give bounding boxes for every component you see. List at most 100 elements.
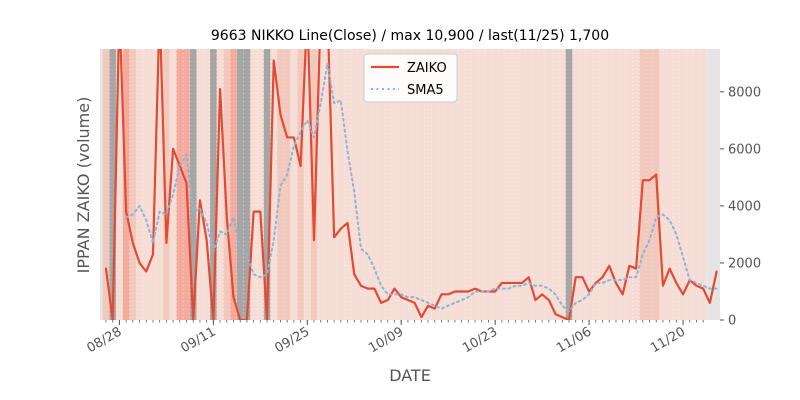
background-band [498, 49, 506, 320]
background-band [129, 49, 137, 320]
background-band [404, 49, 412, 320]
background-band [196, 49, 204, 320]
background-band [371, 49, 379, 320]
background-band [632, 49, 640, 320]
background-band [176, 49, 184, 320]
background-band [464, 49, 473, 320]
background-band [156, 49, 164, 320]
background-band [626, 49, 634, 320]
background-band [297, 49, 305, 320]
gray-band [263, 49, 271, 320]
background-band [411, 49, 419, 320]
background-band [290, 49, 298, 320]
background-band [418, 49, 426, 320]
legend: ZAIKO SMA5 [363, 53, 458, 103]
background-band [646, 49, 654, 320]
x-tick-label: 09/11 [178, 324, 218, 356]
background-band [391, 49, 399, 320]
background-band [585, 49, 593, 320]
background-band [283, 49, 291, 320]
background-band [679, 49, 687, 320]
background-band [485, 49, 493, 320]
x-tick-label: 09/25 [272, 324, 312, 356]
background-band [169, 49, 177, 320]
background-band [223, 49, 231, 320]
background-band [303, 49, 312, 320]
gray-band [109, 49, 117, 320]
background-band [699, 49, 707, 320]
background-band [511, 49, 520, 320]
background-band [102, 49, 110, 320]
x-tick-label: 10/09 [366, 324, 406, 356]
background-band [599, 49, 607, 320]
background-band [337, 49, 345, 320]
background-band [471, 49, 479, 320]
gray-band [243, 49, 251, 320]
background-band [659, 49, 667, 320]
background-band [330, 49, 338, 320]
x-tick-label: 11/06 [554, 324, 594, 356]
x-axis: 08/28 09/11 09/25 10/09 10/23 11/06 11/20 [84, 320, 704, 356]
background-band [397, 49, 405, 320]
background-band [136, 49, 144, 320]
background-band [142, 49, 151, 320]
series-line-sma5 [125, 62, 718, 313]
y-tick-label: 0 [728, 314, 736, 329]
background-band [538, 49, 546, 320]
background-band [458, 49, 466, 320]
background-band [310, 49, 318, 320]
background-band [491, 49, 499, 320]
background-band [592, 49, 600, 320]
background-band [605, 49, 613, 320]
legend-label-sma5: SMA5 [407, 83, 444, 98]
background-band [579, 49, 587, 320]
gray-band [189, 49, 197, 320]
y-axis: 0 2000 4000 6000 8000 [720, 85, 761, 329]
background-band [525, 49, 533, 320]
background-band [163, 49, 171, 320]
background-band [552, 49, 560, 320]
background-band [451, 49, 459, 320]
background-band [619, 49, 627, 320]
background-band [377, 49, 385, 320]
x-axis-label: DATE [389, 366, 431, 385]
background-band [324, 49, 332, 320]
background-band [532, 49, 540, 320]
background-band [216, 49, 224, 320]
background-band [203, 49, 211, 320]
background-band [317, 49, 325, 320]
background-band [673, 49, 681, 320]
background-band [364, 49, 372, 320]
y-tick-label: 2000 [728, 256, 761, 271]
background-band [149, 49, 157, 320]
series-layer [104, 49, 718, 320]
background-band [431, 49, 439, 320]
background-band [270, 49, 278, 320]
y-axis-label: IPPAN ZAIKO (volume) [74, 97, 93, 274]
background-band [116, 49, 124, 320]
y-tick-label: 8000 [728, 85, 761, 100]
background-band [350, 49, 359, 320]
background-band [686, 49, 694, 320]
background-band [230, 49, 238, 320]
background-band [438, 49, 446, 320]
background-band [693, 49, 701, 320]
background-band [572, 49, 580, 320]
background-band [344, 49, 352, 320]
x-tick-label: 11/20 [648, 324, 688, 356]
background-band [357, 49, 365, 320]
background-band [384, 49, 392, 320]
x-tick-label: 08/28 [84, 324, 124, 356]
legend-label-zaiko: ZAIKO [407, 61, 447, 76]
x-tick-label: 10/23 [460, 324, 500, 356]
gray-band [565, 49, 573, 320]
background-band [612, 49, 620, 320]
background-bands [102, 49, 707, 320]
background-band [256, 49, 265, 320]
background-band [478, 49, 486, 320]
background-band [250, 49, 258, 320]
gray-band [236, 49, 244, 320]
chart-title: 9663 NIKKO Line(Close) / max 10,900 / la… [211, 28, 609, 44]
y-tick-label: 4000 [728, 199, 761, 214]
